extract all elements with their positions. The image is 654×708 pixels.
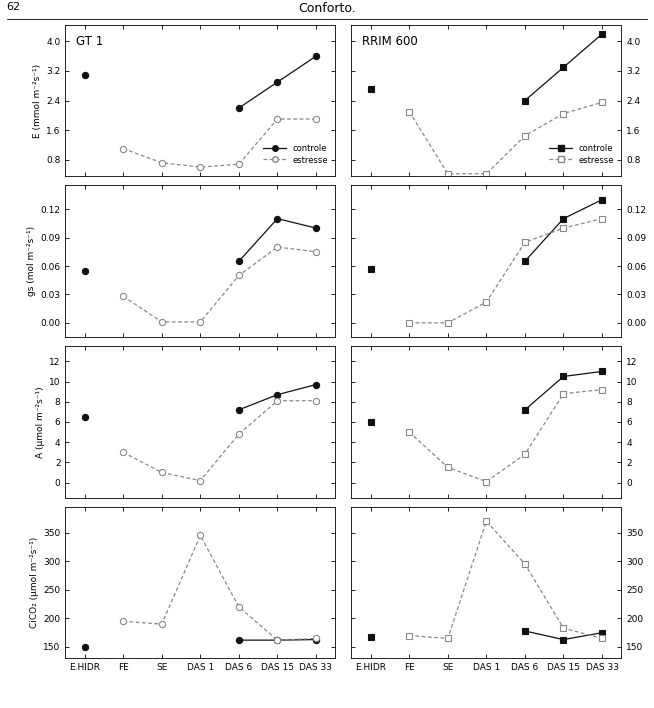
Text: Conforto.: Conforto. [298,2,356,15]
Y-axis label: A (μmol m⁻²s⁻¹): A (μmol m⁻²s⁻¹) [36,386,45,458]
Legend: controle, estresse: controle, estresse [549,144,615,165]
Text: RRIM 600: RRIM 600 [362,35,418,48]
Y-axis label: CiCO₂ (μmol m⁻²s⁻¹): CiCO₂ (μmol m⁻²s⁻¹) [30,537,39,628]
Y-axis label: gs (mol m⁻²s⁻¹): gs (mol m⁻²s⁻¹) [27,226,36,297]
Legend: controle, estresse: controle, estresse [263,144,328,165]
Text: 62: 62 [7,2,21,12]
Text: GT 1: GT 1 [77,35,103,48]
Y-axis label: E (mmol m⁻²s⁻¹): E (mmol m⁻²s⁻¹) [33,64,42,137]
